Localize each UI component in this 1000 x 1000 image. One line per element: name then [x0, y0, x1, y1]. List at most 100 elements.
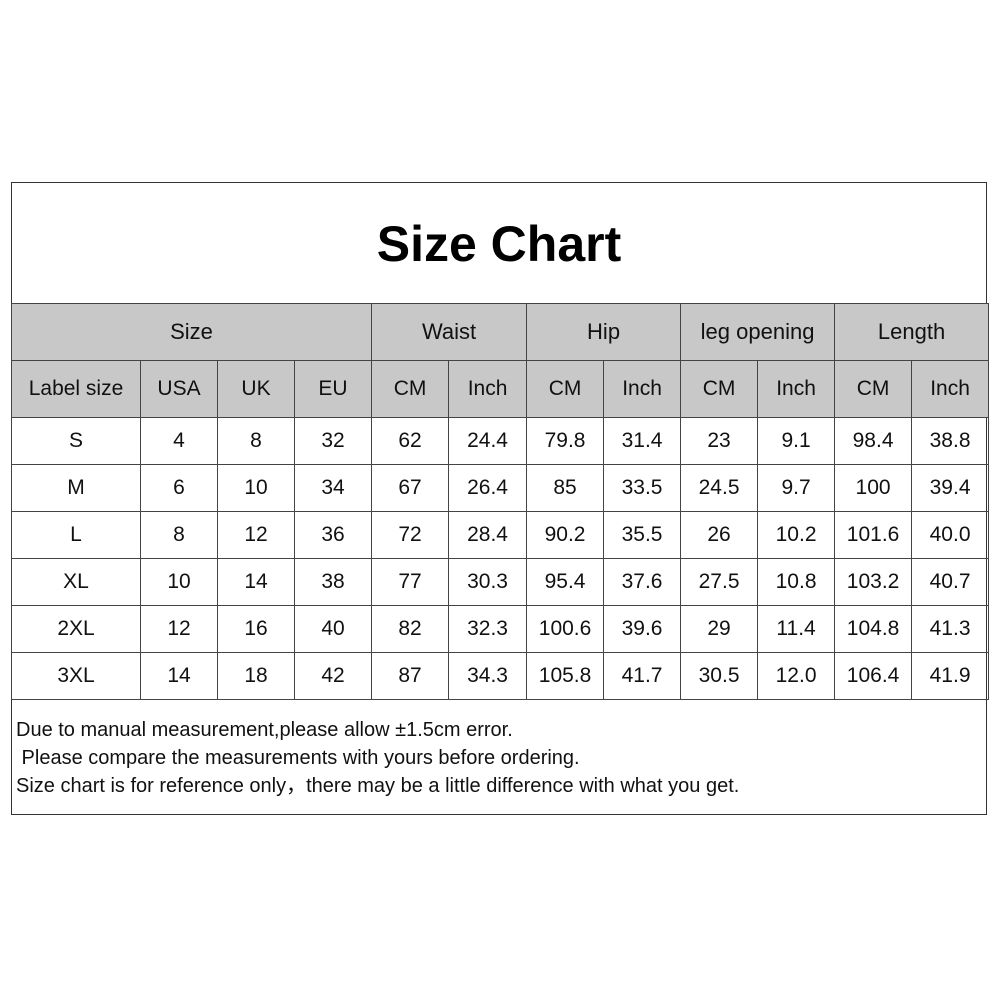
- table-cell: 104.8: [834, 605, 913, 653]
- table-cell: 95.4: [526, 558, 605, 606]
- table-cell: 3XL: [11, 652, 141, 700]
- table-cell: 41.3: [911, 605, 990, 653]
- table-cell: XL: [11, 558, 141, 606]
- table-cell: 82: [371, 605, 450, 653]
- table-cell: 23: [680, 417, 759, 465]
- page-title: Size Chart: [376, 215, 622, 272]
- table-cell: 10: [140, 558, 218, 606]
- table-cell: 100: [834, 464, 913, 512]
- group-header-row: Size Waist Hip leg opening Length: [10, 303, 990, 361]
- table-cell: 87: [371, 652, 450, 700]
- table-row: S 4 8 32 62 24.4 79.8 31.4 23 9.1 98.4 38.8: [11, 417, 990, 465]
- table-cell: 40.0: [911, 511, 990, 559]
- column-header: UK: [217, 360, 295, 418]
- table-cell: 26: [680, 511, 759, 559]
- table-cell: 12.0: [757, 652, 836, 700]
- size-chart: Size Chart Size Waist Hip leg opening Le…: [10, 182, 990, 815]
- table-row: L 8 12 36 72 28.4 90.2 35.5 26 10.2 101.6 40.0: [11, 511, 990, 559]
- table-cell: 32: [293, 417, 373, 465]
- group-header-size: Size: [10, 303, 373, 361]
- column-header: CM: [834, 360, 913, 418]
- sub-header-row: Label size USA UK EU CM Inch CM Inch CM Inch CM Inc…: [11, 360, 990, 418]
- group-header-waist: Waist: [371, 303, 528, 361]
- table-cell: 100.6: [526, 605, 605, 653]
- size-table: Size Waist Hip leg opening Length Label …: [10, 303, 990, 700]
- table-cell: 105.8: [526, 652, 605, 700]
- note-line: Due to manual measurement,please allow ±…: [16, 719, 513, 741]
- table-cell: 4: [140, 417, 218, 465]
- table-cell: 34: [293, 464, 373, 512]
- table-cell: 38: [293, 558, 373, 606]
- table-cell: 62: [371, 417, 450, 465]
- table-cell: 34.3: [448, 652, 528, 700]
- table-cell: 30.3: [448, 558, 528, 606]
- table-row: XL 10 14 38 77 30.3 95.4 37.6 27.5 10.8 103.2 40.7: [11, 558, 990, 606]
- table-cell: 35.5: [603, 511, 682, 559]
- table-cell: 8: [140, 511, 218, 559]
- table-cell: 11.4: [757, 605, 836, 653]
- table-cell: 40.7: [911, 558, 990, 606]
- table-row: 3XL 14 18 42 87 34.3 105.8 41.7 30.5 12.0 106.4 41.…: [11, 652, 990, 700]
- table-cell: 41.7: [603, 652, 682, 700]
- table-cell: 90.2: [526, 511, 605, 559]
- table-cell: 12: [140, 605, 218, 653]
- note-line: Size chart is for reference only，there m…: [16, 775, 740, 797]
- group-header-hip: Hip: [526, 303, 682, 361]
- table-cell: 18: [217, 652, 295, 700]
- table-cell: 29: [680, 605, 759, 653]
- column-header: CM: [371, 360, 450, 418]
- column-header: Inch: [911, 360, 990, 418]
- table-cell: L: [11, 511, 141, 559]
- table-cell: 38.8: [911, 417, 990, 465]
- table-row: M 6 10 34 67 26.4 85 33.5 24.5 9.7 100 39.4: [11, 464, 990, 512]
- table-cell: 14: [217, 558, 295, 606]
- table-cell: 67: [371, 464, 450, 512]
- table-cell: 2XL: [11, 605, 141, 653]
- column-header: CM: [680, 360, 759, 418]
- table-cell: 106.4: [834, 652, 913, 700]
- table-cell: 10.2: [757, 511, 836, 559]
- table-cell: 16: [217, 605, 295, 653]
- notes: Due to manual measurement,please allow ±…: [16, 716, 739, 800]
- table-cell: 39.4: [911, 464, 990, 512]
- table-cell: 40: [293, 605, 373, 653]
- table-cell: M: [11, 464, 141, 512]
- table-cell: 42: [293, 652, 373, 700]
- table-cell: 27.5: [680, 558, 759, 606]
- table-cell: 103.2: [834, 558, 913, 606]
- column-header: Inch: [603, 360, 682, 418]
- column-header: EU: [293, 360, 373, 418]
- table-cell: 24.4: [448, 417, 528, 465]
- table-row: 2XL 12 16 40 82 32.3 100.6 39.6 29 11.4 104.8 41.3: [11, 605, 990, 653]
- column-header: USA: [140, 360, 218, 418]
- table-cell: 26.4: [448, 464, 528, 512]
- table-cell: 32.3: [448, 605, 528, 653]
- table-cell: 37.6: [603, 558, 682, 606]
- table-cell: 79.8: [526, 417, 605, 465]
- table-cell: 33.5: [603, 464, 682, 512]
- table-cell: 30.5: [680, 652, 759, 700]
- table-cell: 10.8: [757, 558, 836, 606]
- table-cell: 98.4: [834, 417, 913, 465]
- group-header-leg-opening: leg opening: [680, 303, 836, 361]
- note-line: Please compare the measurements with you…: [16, 747, 580, 769]
- table-cell: 8: [217, 417, 295, 465]
- table-cell: 12: [217, 511, 295, 559]
- table-cell: 72: [371, 511, 450, 559]
- table-cell: 85: [526, 464, 605, 512]
- table-cell: 24.5: [680, 464, 759, 512]
- table-cell: 9.1: [757, 417, 836, 465]
- column-header: CM: [526, 360, 605, 418]
- table-cell: 10: [217, 464, 295, 512]
- table-cell: 28.4: [448, 511, 528, 559]
- column-header: Inch: [757, 360, 836, 418]
- table-cell: 31.4: [603, 417, 682, 465]
- group-header-length: Length: [834, 303, 990, 361]
- table-cell: 14: [140, 652, 218, 700]
- table-cell: 9.7: [757, 464, 836, 512]
- table-cell: S: [11, 417, 141, 465]
- column-header: Inch: [448, 360, 528, 418]
- table-cell: 101.6: [834, 511, 913, 559]
- table-cell: 77: [371, 558, 450, 606]
- table-cell: 39.6: [603, 605, 682, 653]
